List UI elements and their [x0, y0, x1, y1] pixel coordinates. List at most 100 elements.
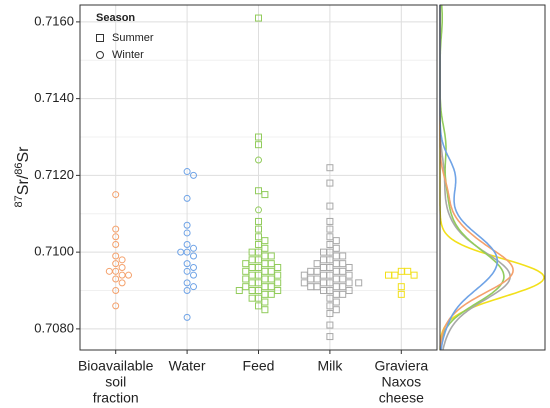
point-circle	[112, 233, 120, 241]
point-square	[326, 333, 334, 341]
point-square	[242, 275, 250, 283]
point-square	[355, 279, 363, 287]
point-circle	[183, 279, 191, 287]
point-circle	[112, 302, 120, 310]
legend-circle	[96, 51, 104, 59]
x-tick-label: soil	[105, 374, 126, 390]
point-circle	[112, 191, 120, 199]
point-square	[339, 275, 347, 283]
point-square	[261, 191, 269, 199]
point-square	[332, 252, 340, 260]
point-square	[313, 267, 321, 275]
point-square	[326, 302, 334, 310]
y-tick-label: 0.7100	[34, 244, 74, 259]
point-square	[255, 217, 262, 225]
point-square	[397, 290, 405, 298]
point-square	[326, 321, 334, 329]
x-tick-label: fraction	[93, 390, 139, 406]
point-square	[248, 248, 256, 256]
point-circle	[190, 252, 197, 260]
point-circle	[183, 313, 191, 321]
point-square	[332, 306, 340, 314]
point-circle	[112, 287, 120, 295]
point-square	[332, 260, 340, 268]
point-square	[261, 267, 269, 275]
point-square	[339, 260, 347, 268]
point-square	[261, 283, 269, 291]
point-circle	[190, 283, 197, 291]
point-square	[235, 287, 243, 295]
point-circle	[112, 225, 120, 233]
point-square	[313, 275, 321, 283]
point-square	[320, 287, 327, 295]
point-square	[255, 240, 262, 248]
point-square	[397, 283, 405, 291]
y-tick-label: 0.7080	[34, 320, 74, 335]
point-square	[326, 179, 334, 187]
legend-square	[96, 34, 104, 42]
x-tick-label: Feed	[243, 358, 275, 374]
point-circle	[183, 240, 191, 248]
y-label-part: Sr	[15, 146, 32, 163]
point-circle	[105, 267, 113, 275]
point-square	[242, 283, 250, 291]
point-circle	[183, 229, 191, 237]
point-circle	[125, 271, 132, 279]
point-square	[307, 267, 315, 275]
point-square	[385, 271, 392, 279]
point-square	[345, 287, 353, 295]
point-circle	[112, 252, 120, 260]
point-square	[255, 133, 262, 141]
point-square	[267, 260, 275, 268]
marginal-border	[439, 4, 546, 351]
y-label-part: 86	[13, 163, 25, 175]
point-square	[320, 279, 327, 287]
point-circle	[112, 275, 120, 283]
point-circle	[190, 244, 197, 252]
point-square	[255, 14, 262, 22]
point-square	[339, 290, 347, 298]
point-circle	[183, 260, 191, 268]
point-circle	[183, 168, 191, 176]
point-circle	[118, 263, 126, 271]
point-square	[300, 271, 308, 279]
y-tick-label: 0.7160	[34, 13, 74, 28]
x-tick-label: Water	[169, 358, 206, 374]
x-tick-label: Naxos	[381, 374, 421, 390]
point-square	[332, 283, 340, 291]
point-square	[345, 263, 353, 271]
point-square	[339, 267, 347, 275]
point-square	[404, 267, 412, 275]
point-square	[261, 298, 269, 306]
point-circle	[183, 221, 191, 229]
point-square	[261, 252, 269, 260]
point-circle	[190, 263, 197, 271]
point-square	[267, 283, 275, 291]
point-square	[248, 279, 256, 287]
point-square	[255, 187, 262, 195]
point-square	[274, 271, 282, 279]
point-square	[248, 294, 256, 302]
point-square	[274, 263, 282, 271]
point-square	[313, 260, 321, 268]
density-curve	[439, 4, 505, 351]
point-square	[326, 310, 334, 318]
point-square	[307, 283, 315, 291]
point-square	[339, 283, 347, 291]
point-square	[267, 275, 275, 283]
point-square	[255, 141, 262, 149]
x-tick-label: cheese	[379, 390, 424, 406]
legend-label: Summer	[112, 32, 154, 44]
point-square	[242, 260, 250, 268]
y-label-part: Sr/	[15, 174, 32, 195]
point-square	[332, 267, 340, 275]
y-axis-label: 87Sr/86Sr	[13, 146, 32, 208]
point-square	[300, 279, 308, 287]
point-circle	[177, 248, 185, 256]
point-square	[326, 225, 334, 233]
point-square	[261, 260, 269, 268]
point-square	[326, 164, 334, 172]
point-square	[326, 294, 334, 302]
point-square	[326, 217, 334, 225]
